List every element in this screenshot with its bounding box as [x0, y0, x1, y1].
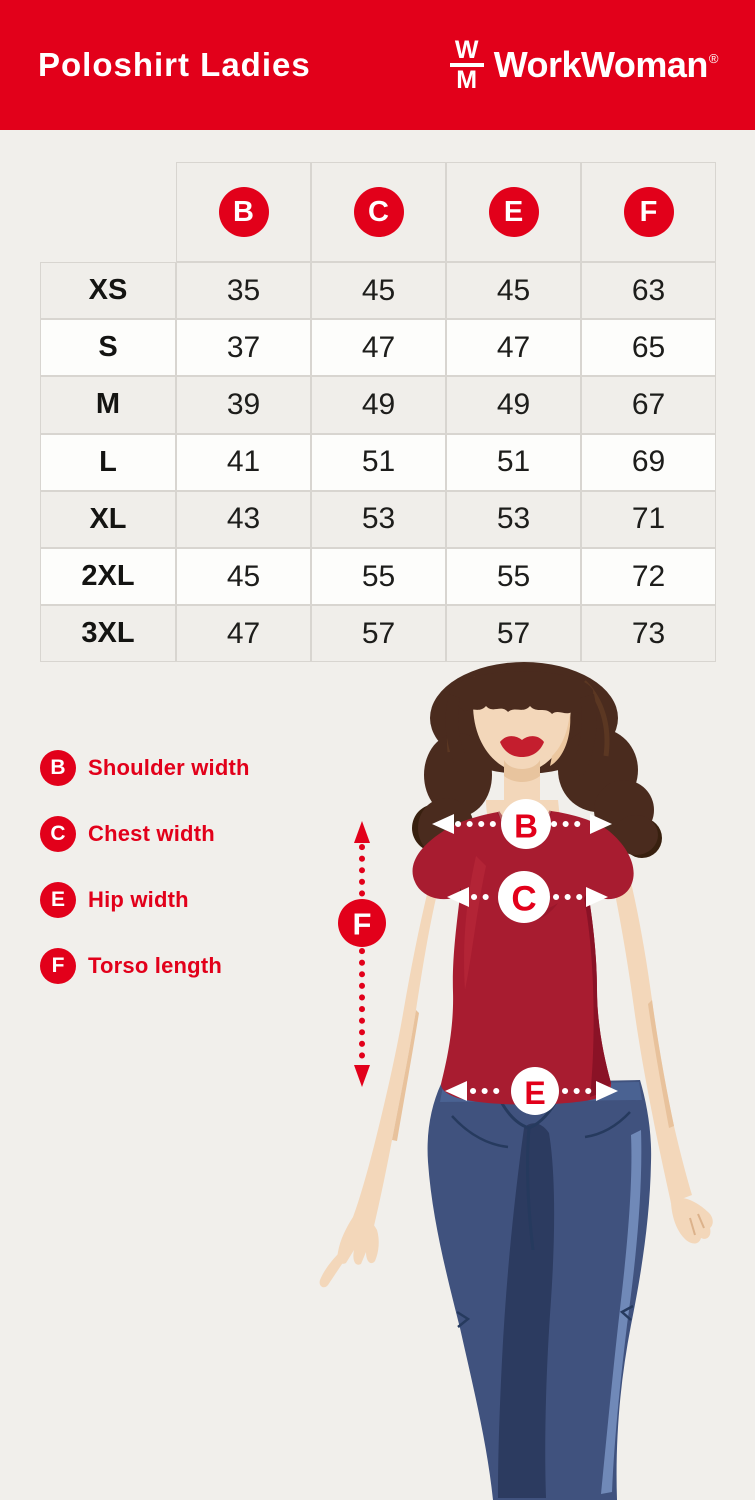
workwoman-monogram-icon: W M — [449, 35, 484, 94]
column-header-badge-b: B — [218, 187, 269, 237]
column-header-badge-e: E — [488, 187, 539, 237]
size-value-cell: 35 — [176, 262, 311, 320]
legend-badge-f: F — [40, 948, 76, 984]
size-value-cell: 49 — [446, 376, 581, 434]
legend-item-f: F Torso length — [40, 948, 250, 984]
column-header-badge-f: F — [623, 187, 674, 237]
size-value-cell: 57 — [446, 605, 581, 663]
size-value-cell: 72 — [581, 547, 716, 606]
size-value-cell: 57 — [311, 605, 446, 663]
neck-shadow — [504, 760, 540, 782]
column-header-e: E — [446, 162, 581, 262]
size-value-cell: 45 — [311, 262, 446, 320]
monogram-bottom: M — [456, 66, 478, 94]
size-value-cell: 37 — [176, 319, 311, 377]
size-row-label: XS — [40, 262, 176, 320]
column-header-badge-c: C — [353, 187, 404, 237]
marker-b: B — [432, 799, 612, 849]
legend-label: Torso length — [88, 953, 222, 978]
measurement-legend: B Shoulder width C Chest width E Hip wid… — [40, 750, 250, 1014]
legend-badge-e: E — [40, 882, 76, 918]
size-table: B C E F XS 35 45 45 63 S 37 47 47 65 M 3… — [40, 162, 716, 663]
size-value-cell: 45 — [446, 262, 581, 320]
size-row-label: L — [40, 433, 176, 491]
header-banner: Poloshirt Ladies W M WorkWoman® — [0, 0, 755, 130]
face-details — [500, 736, 544, 782]
monogram-top: W — [454, 35, 479, 64]
column-header-c: C — [311, 162, 446, 262]
marker-badge-e — [511, 1067, 559, 1115]
page-title: Poloshirt Ladies — [38, 46, 311, 83]
lips — [500, 736, 544, 757]
marker-c: C — [447, 871, 608, 923]
legend-badge-c: C — [40, 816, 76, 852]
size-value-cell: 39 — [176, 376, 311, 434]
table-corner-cell — [40, 162, 176, 262]
legend-badge-b: B — [40, 750, 76, 786]
marker-letter-b: B — [514, 808, 538, 845]
brand-logo: W M WorkWoman® — [449, 35, 719, 94]
size-value-cell: 69 — [581, 433, 716, 491]
size-row-label: S — [40, 319, 176, 377]
polo-shirt — [412, 810, 634, 1105]
registered-mark: ® — [708, 51, 719, 66]
size-value-cell: 47 — [446, 319, 581, 377]
marker-letter-c: C — [511, 880, 536, 919]
marker-letter-e: E — [524, 1075, 545, 1111]
marker-e: E — [445, 1067, 618, 1115]
marker-badge-c — [498, 871, 550, 923]
size-value-cell: 67 — [581, 376, 716, 434]
hand-lines — [689, 1213, 705, 1236]
hair-front — [445, 671, 597, 778]
size-row-label: 2XL — [40, 547, 176, 606]
size-value-cell: 53 — [446, 490, 581, 548]
legend-item-c: C Chest width — [40, 816, 250, 852]
marker-letter-f: F — [353, 907, 372, 942]
column-header-f: F — [581, 162, 716, 262]
legend-label: Chest width — [88, 821, 215, 846]
size-guide-illustration: F B C — [319, 662, 713, 1500]
size-value-cell: 73 — [581, 605, 716, 663]
marker-f: F — [338, 821, 386, 1087]
size-value-cell: 51 — [311, 433, 446, 491]
size-value-cell: 71 — [581, 490, 716, 548]
size-value-cell: 53 — [311, 490, 446, 548]
size-row-label: M — [40, 376, 176, 434]
size-value-cell: 63 — [581, 262, 716, 320]
size-value-cell: 41 — [176, 433, 311, 491]
size-value-cell: 55 — [446, 547, 581, 606]
size-value-cell: 47 — [176, 605, 311, 663]
monogram-divider — [449, 63, 484, 67]
marker-badge-f — [338, 899, 386, 947]
size-value-cell: 65 — [581, 319, 716, 377]
column-header-b: B — [176, 162, 311, 262]
brand-name: WorkWoman® — [493, 44, 719, 85]
legend-label: Shoulder width — [88, 755, 250, 780]
size-value-cell: 47 — [311, 319, 446, 377]
size-value-cell: 43 — [176, 490, 311, 548]
measurement-markers: F B C — [338, 799, 618, 1115]
legend-label: Hip width — [88, 887, 189, 912]
size-value-cell: 49 — [311, 376, 446, 434]
legend-item-b: B Shoulder width — [40, 750, 250, 786]
size-value-cell: 51 — [446, 433, 581, 491]
marker-badge-b — [501, 799, 551, 849]
size-row-label: 3XL — [40, 605, 176, 663]
size-value-cell: 45 — [176, 547, 311, 606]
legend-item-e: E Hip width — [40, 882, 250, 918]
size-row-label: XL — [40, 490, 176, 548]
jeans — [427, 1080, 652, 1500]
size-value-cell: 55 — [311, 547, 446, 606]
